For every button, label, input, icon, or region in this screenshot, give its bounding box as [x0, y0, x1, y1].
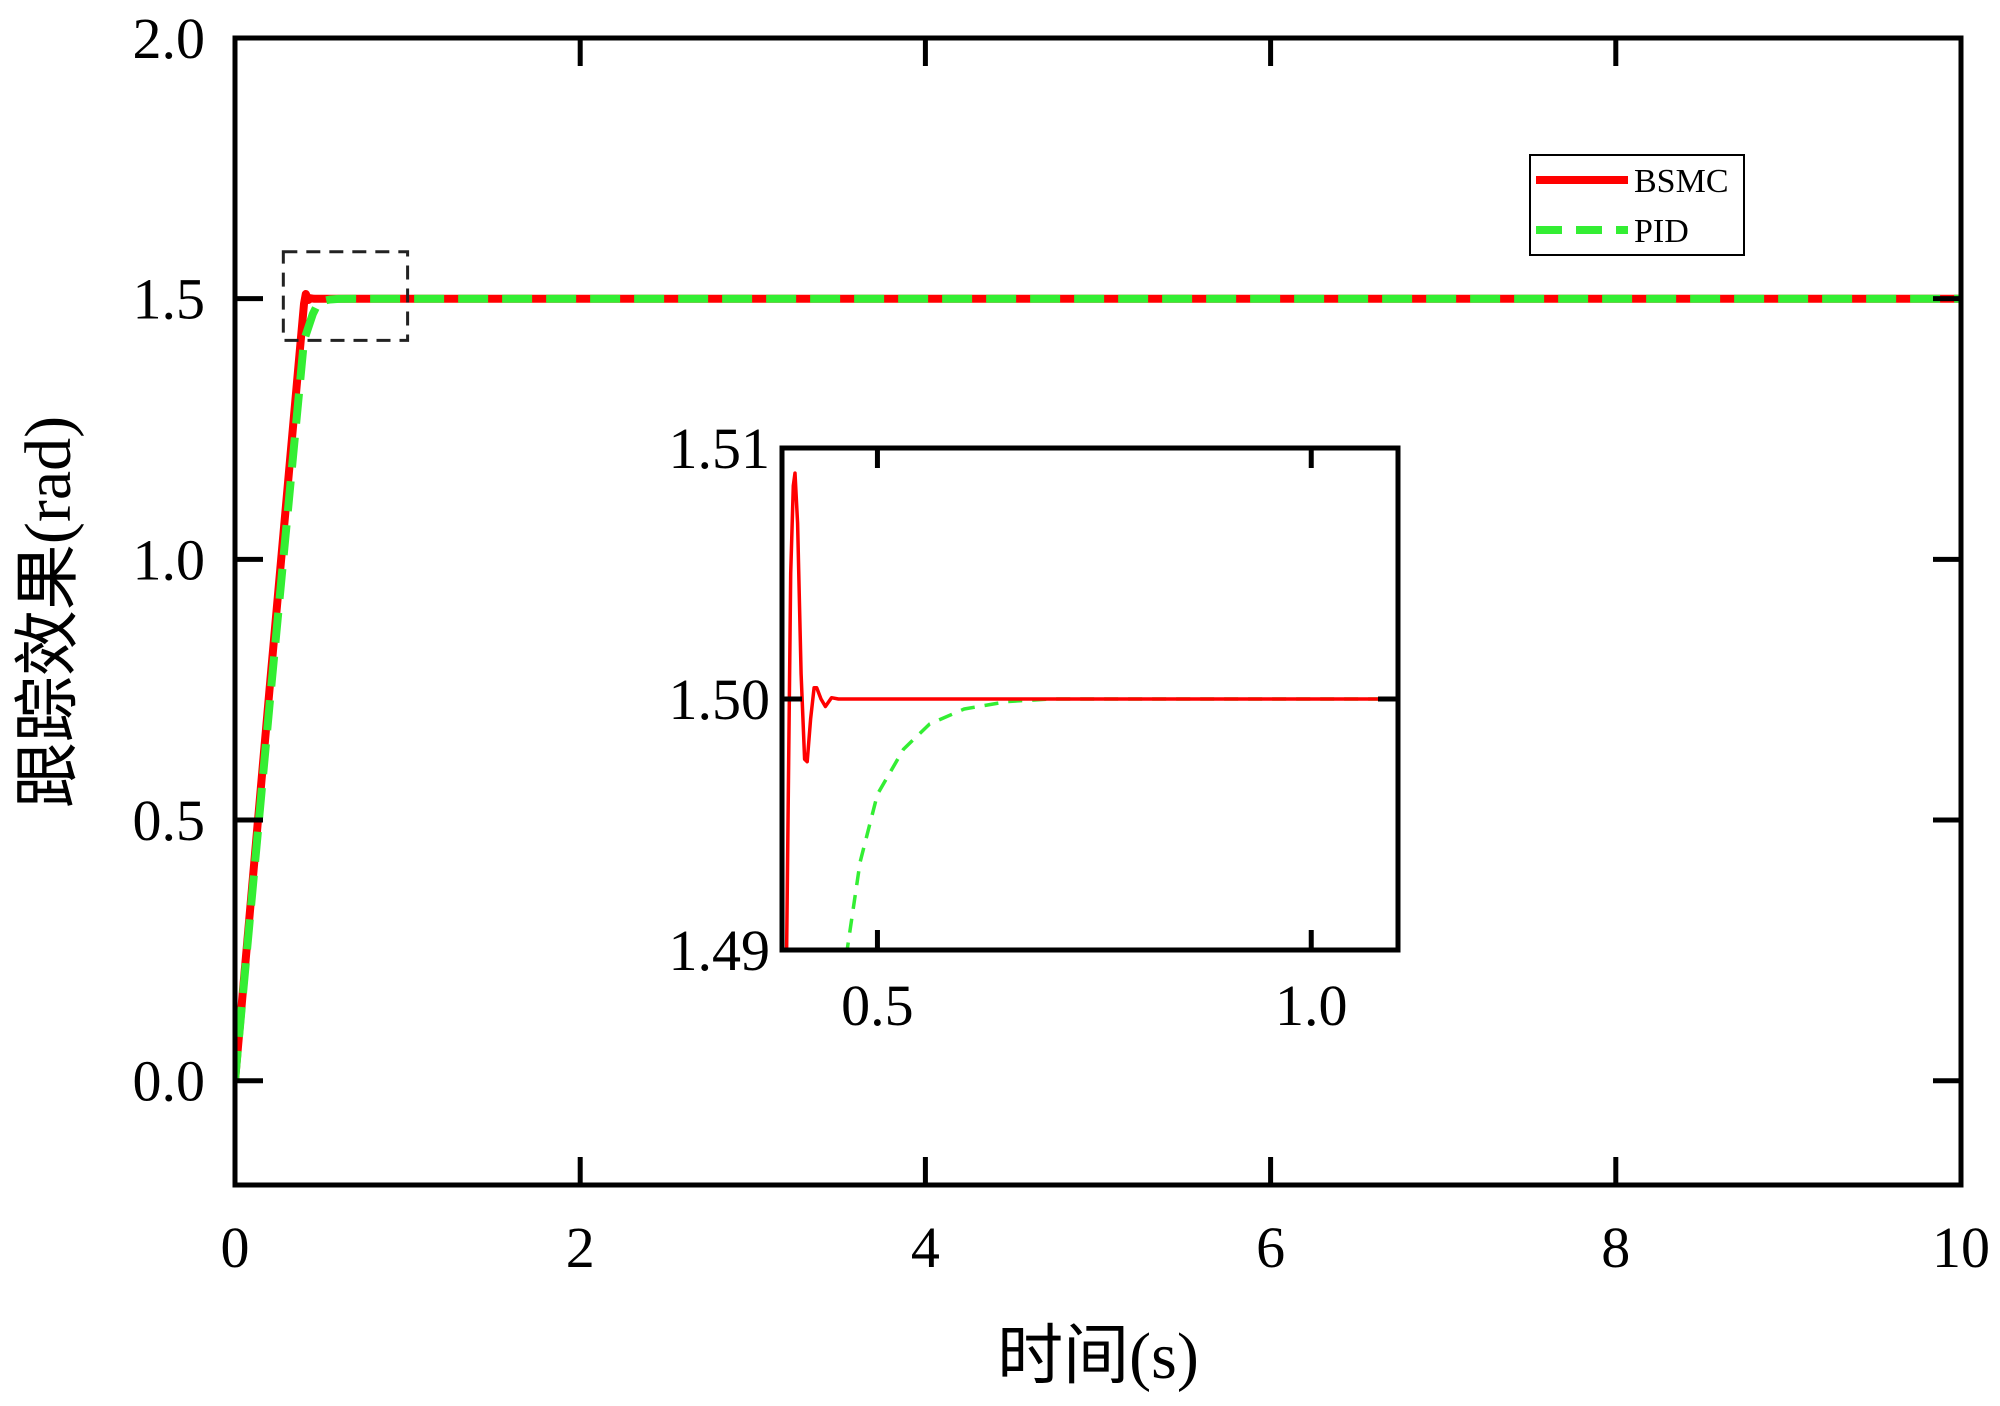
- plot-frame: [232, 35, 1964, 1188]
- y-axis-title: 跟踪效果(rad): [12, 416, 85, 808]
- x-axis-title: 时间(s): [997, 1320, 1199, 1393]
- inset-y-tick-label: 1.51: [669, 416, 771, 481]
- x-tick-label: 2: [566, 1215, 595, 1280]
- x-tick-label: 8: [1601, 1215, 1630, 1280]
- series-line-pid: [235, 294, 1961, 1082]
- x-tick-label: 4: [911, 1215, 940, 1280]
- inset-series-line-bsmc: [784, 471, 1398, 950]
- x-tick-label: 10: [1932, 1215, 1990, 1280]
- inset-y-tick-label: 1.49: [669, 918, 771, 983]
- inset-y-tick-label: 1.50: [669, 667, 771, 732]
- inset-x-tick-label: 0.5: [841, 973, 914, 1038]
- y-tick-label: 0.5: [133, 788, 206, 853]
- y-tick-label: 0.0: [133, 1049, 206, 1114]
- legend-label-bsmc: BSMC: [1634, 163, 1729, 200]
- y-tick-label: 1.5: [133, 267, 206, 332]
- y-tick-label: 2.0: [133, 6, 206, 71]
- legend-label-pid: PID: [1634, 213, 1689, 250]
- y-tick-label: 1.0: [133, 527, 206, 592]
- inset-x-tick-label: 1.0: [1275, 973, 1348, 1038]
- x-tick-label: 6: [1256, 1215, 1285, 1280]
- series-line-bsmc: [235, 290, 1961, 1082]
- x-tick-label: 0: [221, 1215, 250, 1280]
- zoom-region-box: [281, 250, 410, 342]
- legend-box: [1529, 154, 1745, 256]
